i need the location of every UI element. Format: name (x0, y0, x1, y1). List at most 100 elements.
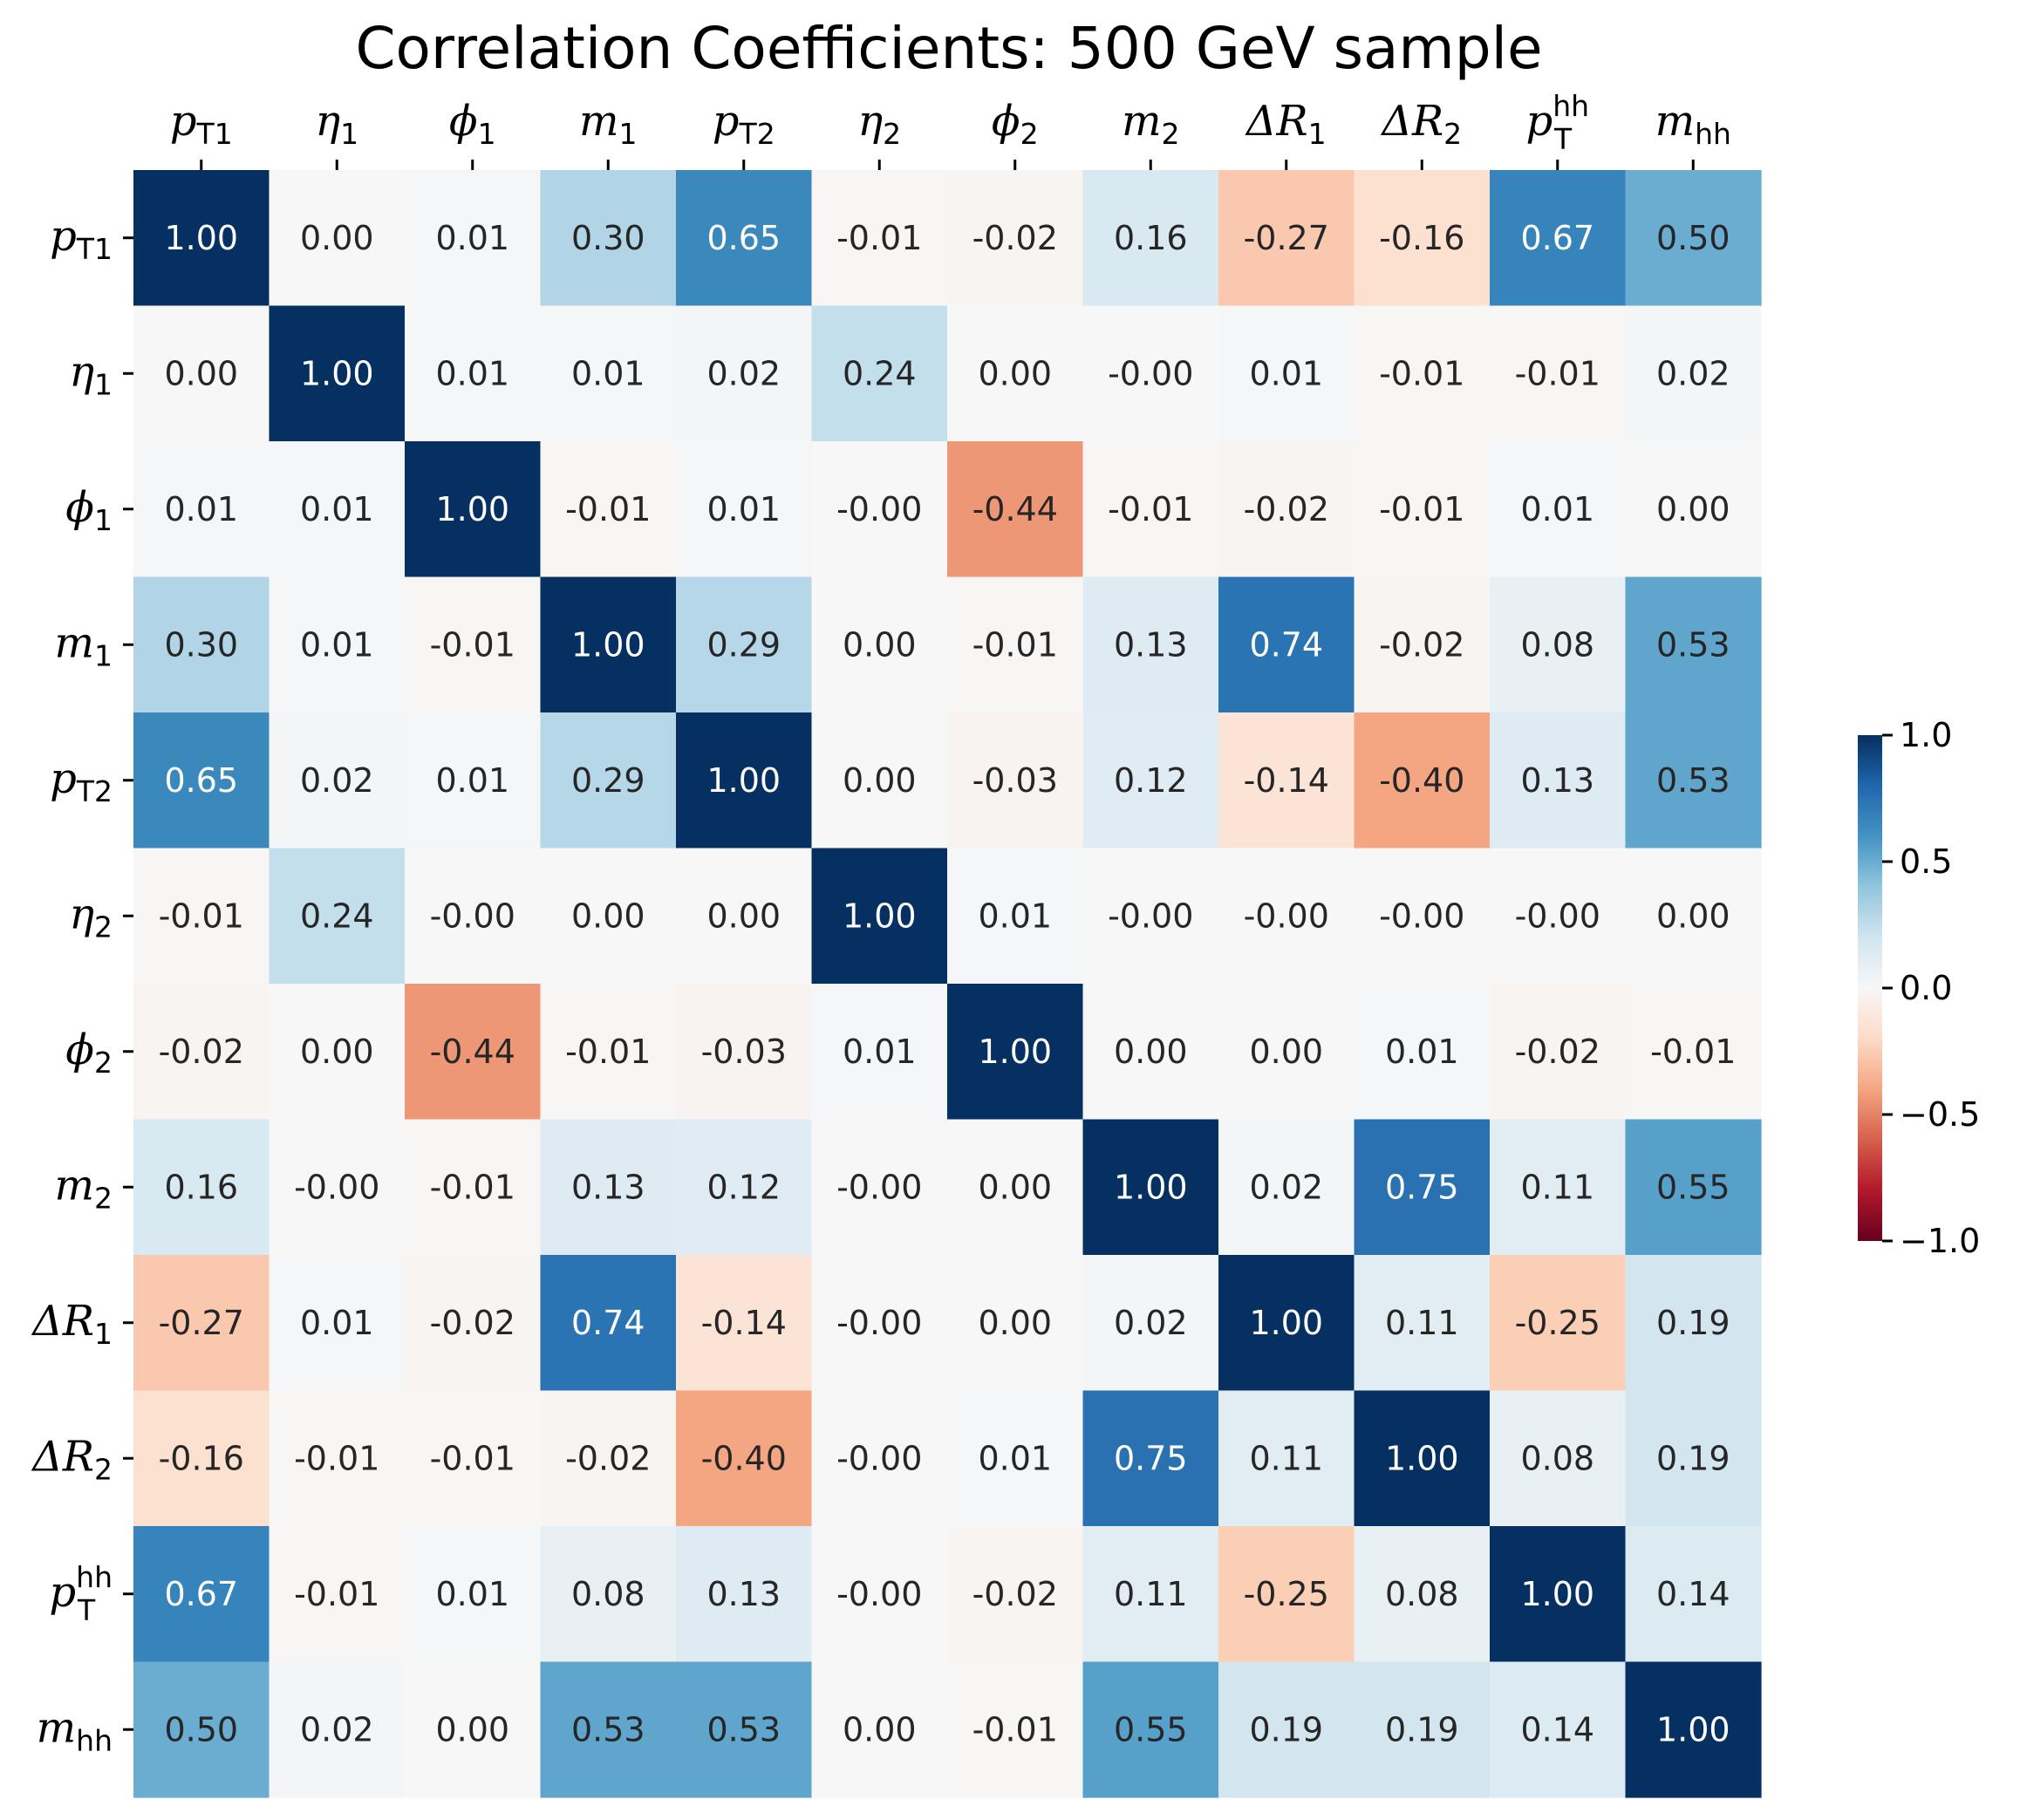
heatmap-cell (1490, 1526, 1627, 1663)
heatmap-cell (1082, 984, 1219, 1121)
cell-value-label: 0.00 (300, 219, 374, 257)
cell-value-label: 0.08 (1520, 1439, 1594, 1477)
heatmap-cell (540, 1526, 677, 1663)
x-tick-label: pT2 (713, 97, 775, 151)
heatmap-cell (540, 1119, 677, 1256)
colorbar-gradient (1858, 735, 1882, 1241)
cell-value-label: -0.27 (1244, 219, 1329, 257)
cell-value-label: -0.00 (294, 1168, 379, 1206)
cell-value-label: 0.53 (706, 1710, 781, 1748)
cell-value-label: 0.55 (1114, 1710, 1188, 1748)
y-tick-label: η1 (69, 347, 113, 401)
heatmap-cell (269, 848, 406, 985)
cell-value-label: 0.13 (706, 1575, 781, 1613)
cell-value-label: 0.67 (1520, 219, 1594, 257)
cell-value-label: 0.53 (571, 1710, 645, 1748)
cell-value-label: -0.00 (836, 1439, 922, 1477)
x-tick-label: η1 (315, 97, 358, 151)
cell-value-label: 0.13 (571, 1168, 645, 1206)
cell-value-label: -0.00 (836, 1575, 922, 1613)
cell-value-label: 0.01 (435, 761, 509, 800)
cell-value-label: 0.11 (1249, 1439, 1323, 1477)
heatmap-cell (1490, 170, 1627, 307)
cell-value-label: -0.02 (1244, 490, 1329, 528)
heatmap-cell (1082, 1390, 1219, 1527)
heatmap-cell (1218, 848, 1355, 985)
cell-value-label: 0.65 (706, 219, 781, 257)
heatmap-cell (1625, 1661, 1762, 1798)
heatmap-cell (676, 1661, 813, 1798)
cell-value-label: -0.01 (972, 625, 1058, 664)
colorbar-tick-label: −0.5 (1900, 1095, 1980, 1134)
heatmap-cell (540, 1661, 677, 1798)
heatmap-cell (1082, 170, 1219, 307)
heatmap-cell (1625, 1526, 1762, 1663)
heatmap-cell (133, 441, 270, 578)
cell-value-label: -0.00 (1515, 896, 1600, 935)
heatmap-cell (947, 1526, 1084, 1663)
cell-value-label: 0.12 (1114, 761, 1188, 800)
cell-value-label: -0.40 (1379, 761, 1464, 800)
cell-value-label: 0.08 (1520, 625, 1594, 664)
heatmap-cell (1218, 1390, 1355, 1527)
heatmap-cell (676, 305, 813, 442)
cell-value-label: 0.00 (164, 354, 238, 392)
heatmap-cell (1082, 1661, 1219, 1798)
heatmap-cell (1218, 984, 1355, 1121)
cell-value-label: 0.01 (1385, 1033, 1459, 1071)
cell-value-label: 0.00 (978, 1304, 1052, 1342)
heatmap-cell (1490, 305, 1627, 442)
cell-value-label: 0.02 (300, 1710, 374, 1748)
cell-value-label: 0.30 (164, 625, 238, 664)
heatmap-cell (811, 1661, 948, 1798)
x-tick-label: m2 (1122, 97, 1180, 151)
cell-value-label: 0.00 (843, 761, 917, 800)
cell-value-label: -0.02 (1379, 625, 1464, 664)
x-tick-label: ΔR2 (1380, 97, 1462, 151)
cell-value-label: 0.19 (1656, 1439, 1730, 1477)
colorbar-tick-label: 1.0 (1900, 716, 1952, 754)
heatmap-cells: 1.00 0.00 0.01 0.30 0.65 -0.01 -0.02 0.16 -0.27 -… (133, 170, 1762, 1798)
y-tick-label: ΔR2 (31, 1432, 113, 1486)
cell-value-label: 0.29 (571, 761, 645, 800)
cell-value-label: -0.01 (836, 219, 922, 257)
heatmap-cell (1082, 1526, 1219, 1663)
cell-value-label: 0.00 (1656, 896, 1730, 935)
heatmap-cell (1354, 576, 1491, 713)
cell-value-label: 0.11 (1114, 1575, 1188, 1613)
x-tick-label: mhh (1655, 97, 1731, 151)
cell-value-label: 0.00 (843, 1710, 917, 1748)
heatmap-cell (540, 170, 677, 307)
cell-value-label: 1.00 (978, 1033, 1052, 1071)
heatmap-cell (1218, 305, 1355, 442)
y-tick-label: m1 (54, 618, 113, 672)
heatmap-cell (405, 576, 542, 713)
cell-value-label: 1.00 (843, 896, 917, 935)
cell-value-label: -0.16 (159, 1439, 244, 1477)
cell-value-label: 0.01 (435, 1575, 509, 1613)
cell-value-label: 0.29 (706, 625, 781, 664)
heatmap-cell (269, 1661, 406, 1798)
heatmap-cell (405, 305, 542, 442)
colorbar-tick-label: 0.5 (1900, 842, 1952, 881)
heatmap-cell (540, 576, 677, 713)
y-tick-label: pT2 (50, 754, 113, 808)
cell-value-label: 0.74 (571, 1304, 645, 1342)
cell-value-label: 0.74 (1249, 625, 1323, 664)
heatmap-cell (405, 848, 542, 985)
heatmap-cell (947, 170, 1084, 307)
heatmap-cell (811, 1255, 948, 1392)
x-tick-label: η2 (857, 97, 901, 151)
heatmap-cell (405, 1526, 542, 1663)
heatmap-cell (405, 1661, 542, 1798)
cell-value-label: 1.00 (164, 219, 238, 257)
heatmap-cell (540, 1390, 677, 1527)
cell-value-label: -0.14 (701, 1304, 787, 1342)
heatmap-cell (1354, 984, 1491, 1121)
y-tick-label: phh T (49, 1560, 113, 1627)
cell-value-label: 0.00 (706, 896, 781, 935)
cell-value-label: 1.00 (1656, 1710, 1730, 1748)
cell-value-label: 0.01 (706, 490, 781, 528)
heatmap-cell (133, 1661, 270, 1798)
